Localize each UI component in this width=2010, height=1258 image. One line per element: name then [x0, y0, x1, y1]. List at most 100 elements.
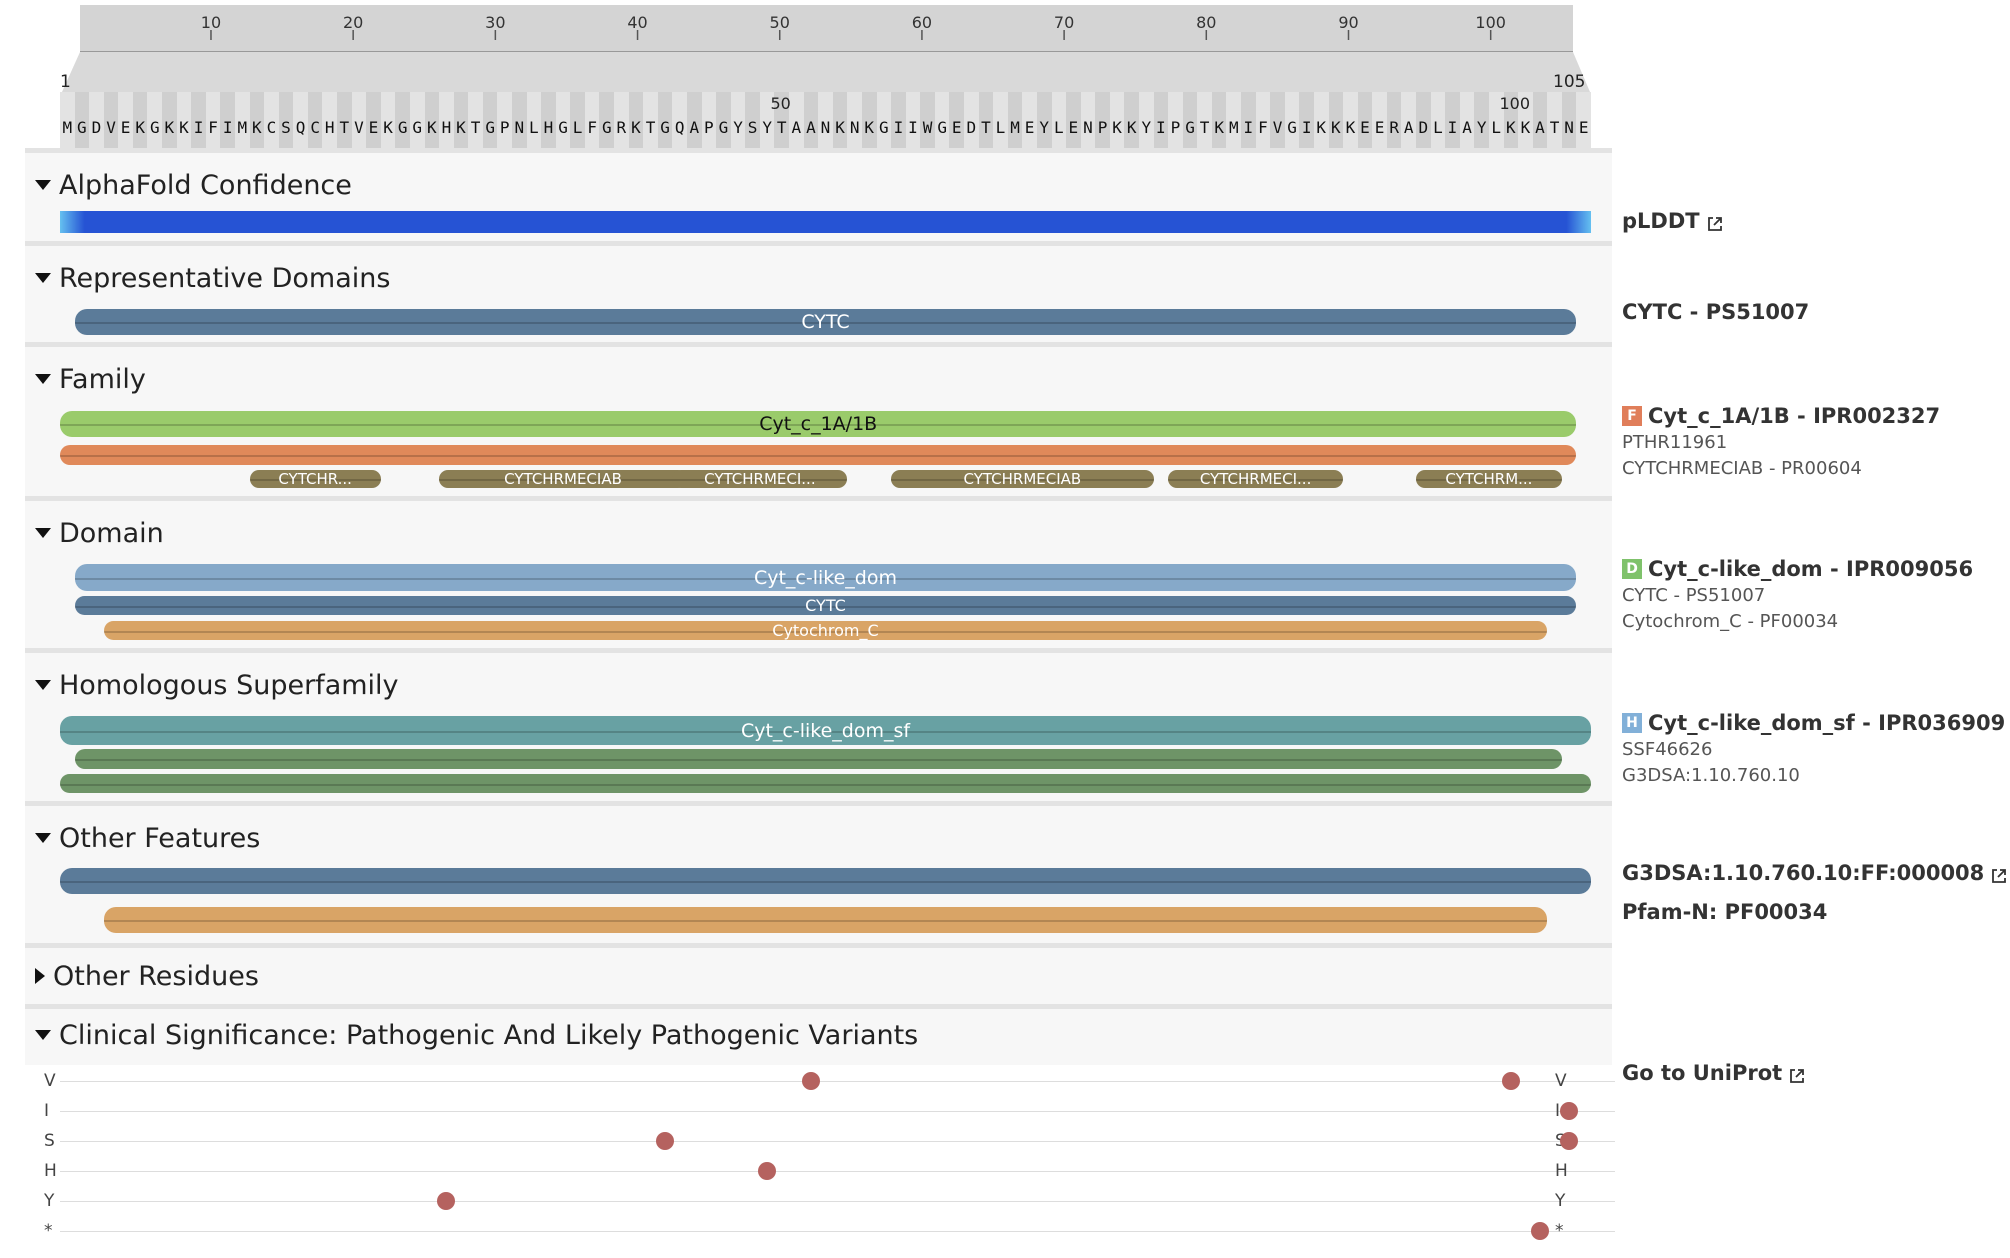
homologous-main-label[interactable]: H Cyt_c-like_dom_sf - IPR036909	[1622, 711, 2005, 735]
residue[interactable]: K	[164, 118, 175, 137]
variant-point[interactable]	[437, 1192, 456, 1210]
section-toggle-other-residues[interactable]: Other Residues	[35, 958, 259, 994]
residue[interactable]: L	[572, 118, 583, 137]
residue[interactable]: F	[1258, 118, 1268, 137]
residue[interactable]: C	[310, 118, 320, 137]
residue[interactable]: G	[718, 118, 729, 137]
residue[interactable]: V	[106, 118, 116, 137]
residue[interactable]: I	[908, 118, 918, 137]
residue[interactable]: A	[806, 118, 816, 137]
residue[interactable]: D	[1418, 118, 1429, 137]
residue[interactable]: K	[179, 118, 189, 137]
residue[interactable]: K	[835, 118, 845, 137]
variant-point[interactable]	[1560, 1102, 1579, 1120]
residue[interactable]: I	[1243, 118, 1254, 137]
residue[interactable]: G	[149, 118, 160, 137]
residue[interactable]: C	[266, 118, 277, 137]
residue[interactable]: Y	[733, 118, 743, 137]
residue[interactable]: E	[1374, 118, 1385, 137]
residue[interactable]: V	[1272, 118, 1283, 137]
residue[interactable]: G	[412, 118, 423, 137]
homologous-feature-bar[interactable]	[60, 774, 1591, 793]
residue[interactable]: Q	[674, 118, 685, 137]
domain-feature-bar[interactable]: CYTC	[74, 596, 1577, 615]
section-toggle-homologous[interactable]: Homologous Superfamily	[35, 667, 399, 703]
residue[interactable]: P	[704, 118, 714, 137]
residue[interactable]: M	[237, 118, 248, 137]
residue[interactable]: V	[354, 118, 364, 137]
residue[interactable]: L	[1053, 118, 1064, 137]
residue[interactable]: E	[951, 118, 962, 137]
residue[interactable]: W	[922, 118, 933, 137]
residue[interactable]: D	[91, 118, 102, 137]
residue[interactable]: G	[77, 118, 87, 137]
residue[interactable]: A	[689, 118, 700, 137]
family-feature-bar[interactable]: CYTCHR...	[249, 470, 381, 488]
pfam-n-label[interactable]: Pfam-N: PF00034	[1622, 900, 1828, 924]
residue[interactable]: G	[879, 118, 889, 137]
residue[interactable]: P	[1170, 118, 1181, 137]
homologous-feature-bar[interactable]	[74, 749, 1562, 769]
variant-point[interactable]	[1501, 1072, 1520, 1090]
family-feature-bar[interactable]: CYTCHRM...	[1416, 470, 1562, 488]
residue[interactable]: K	[135, 118, 145, 137]
residue[interactable]: E	[1024, 118, 1035, 137]
residue[interactable]: K	[1520, 118, 1531, 137]
residue[interactable]: E	[120, 118, 131, 137]
residue[interactable]: A	[1535, 118, 1545, 137]
residue[interactable]: G	[397, 118, 408, 137]
residue[interactable]: E	[1068, 118, 1079, 137]
residue[interactable]: S	[281, 118, 291, 137]
residue[interactable]: K	[252, 118, 262, 137]
variant-point[interactable]	[758, 1162, 777, 1180]
plddt-confidence-bar[interactable]	[60, 211, 1591, 233]
plddt-link[interactable]: pLDDT	[1622, 209, 1723, 233]
residue[interactable]: Y	[1476, 118, 1487, 137]
residue[interactable]: N	[514, 118, 525, 137]
residue[interactable]: G	[558, 118, 568, 137]
family-main-label[interactable]: F Cyt_c_1A/1B - IPR002327	[1622, 404, 1940, 428]
residue[interactable]: A	[791, 118, 802, 137]
variant-point[interactable]	[801, 1072, 820, 1090]
representative-feature-bar[interactable]: CYTC	[74, 309, 1577, 335]
other_features-feature-bar[interactable]	[60, 868, 1591, 894]
family-sub-label[interactable]: PTHR11961	[1622, 432, 1728, 453]
residue[interactable]: K	[1214, 118, 1224, 137]
residue[interactable]: N	[1564, 118, 1574, 137]
residue[interactable]: I	[1301, 118, 1312, 137]
residue[interactable]: A	[1462, 118, 1472, 137]
family-feature-bar[interactable]: CYTCHRMECI...	[1168, 470, 1344, 488]
residue[interactable]: F	[208, 118, 218, 137]
domain-sub-label[interactable]: Cytochrom_C - PF00034	[1622, 611, 1839, 632]
representative-label[interactable]: CYTC - PS51007	[1622, 300, 1810, 324]
residue[interactable]: L	[1433, 118, 1443, 137]
residue[interactable]: H	[324, 118, 335, 137]
family-feature-bar[interactable]: CYTCHRMECIAB	[891, 470, 1154, 488]
domain-feature-bar[interactable]: Cyt_c-like_dom	[74, 564, 1577, 591]
residue[interactable]: M	[1228, 118, 1239, 137]
residue[interactable]: L	[995, 118, 1006, 137]
residue[interactable]: G	[660, 118, 670, 137]
residue[interactable]: L	[1491, 118, 1502, 137]
residue[interactable]: K	[864, 118, 875, 137]
residue[interactable]: I	[222, 118, 233, 137]
family-feature-bar[interactable]	[60, 445, 1577, 465]
residue[interactable]: I	[1156, 118, 1166, 137]
residue[interactable]: R	[1389, 118, 1399, 137]
section-toggle-domain[interactable]: Domain	[35, 515, 164, 551]
residue[interactable]: K	[426, 118, 437, 137]
residue[interactable]: K	[1345, 118, 1356, 137]
residue[interactable]: E	[1578, 118, 1589, 137]
residue[interactable]: N	[849, 118, 860, 137]
residue[interactable]: G	[1185, 118, 1195, 137]
other_features-feature-bar[interactable]	[103, 907, 1548, 933]
other-feature-link[interactable]: G3DSA:1.10.760.10:FF:000008	[1622, 861, 2007, 885]
residue[interactable]: N	[820, 118, 831, 137]
family-feature-bar[interactable]: CYTCHRMECIAB	[439, 470, 687, 488]
residue[interactable]: K	[1316, 118, 1327, 137]
residue[interactable]: K	[1112, 118, 1122, 137]
residue[interactable]: D	[966, 118, 977, 137]
residue[interactable]: K	[1505, 118, 1516, 137]
residue[interactable]: A	[1403, 118, 1414, 137]
